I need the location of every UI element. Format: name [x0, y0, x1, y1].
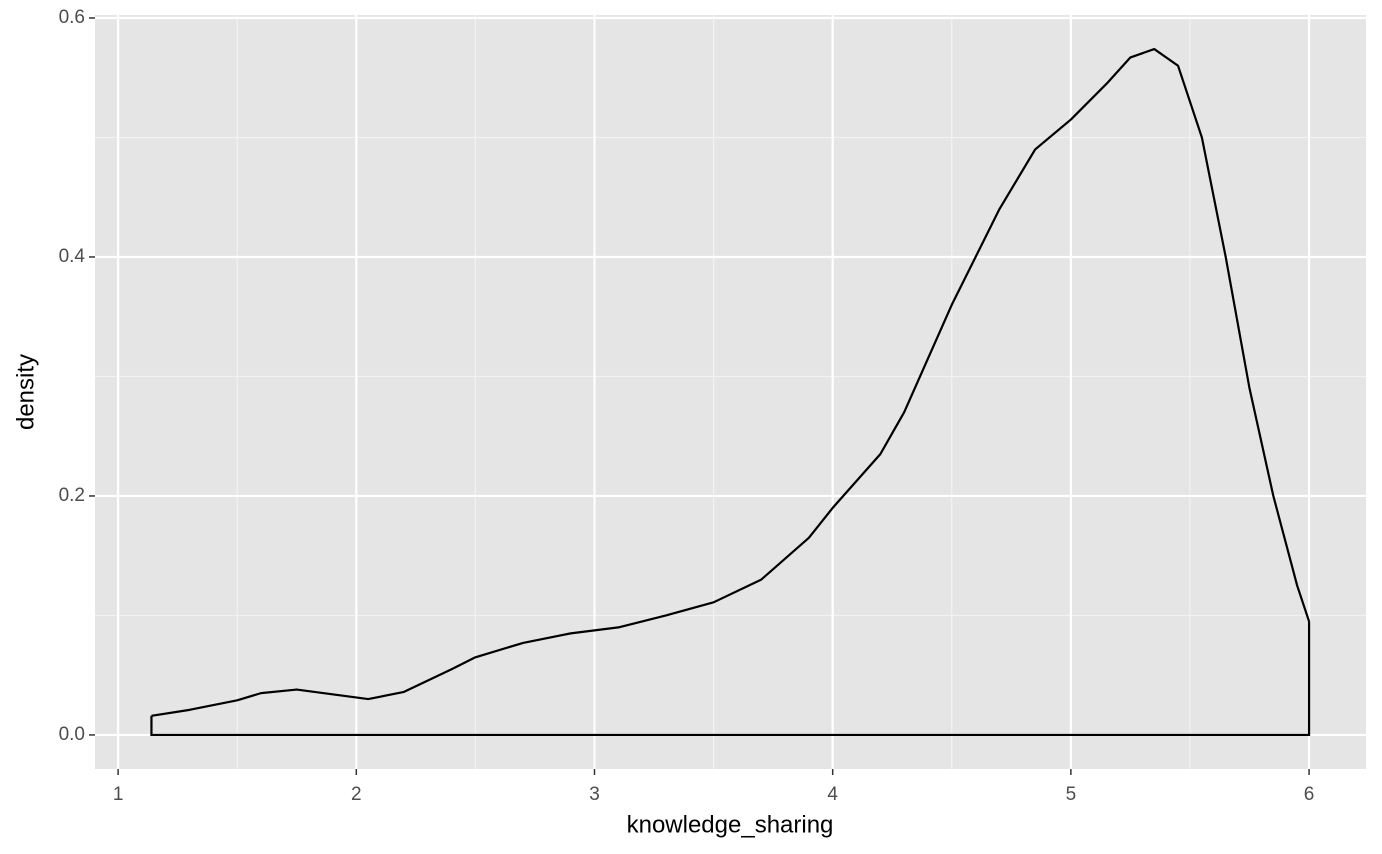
y-tick-label: 0.4: [59, 246, 86, 267]
y-tick-label: 0.6: [59, 7, 85, 28]
x-tick-label: 5: [1066, 784, 1077, 805]
panel: [95, 15, 1366, 769]
x-tick-label: 1: [113, 784, 124, 805]
y-tick-label: 0.0: [59, 724, 85, 745]
x-tick-label: 2: [351, 784, 362, 805]
y-tick-label: 0.2: [59, 485, 85, 506]
density-outline: [150, 621, 1311, 737]
x-tick-label: 3: [589, 784, 600, 805]
x-axis-title: knowledge_sharing: [627, 811, 834, 838]
x-tick-label: 4: [827, 784, 838, 805]
density-curve: [151, 47, 1311, 717]
y-axis-title: density: [12, 354, 39, 430]
x-tick-label: 6: [1304, 784, 1315, 805]
